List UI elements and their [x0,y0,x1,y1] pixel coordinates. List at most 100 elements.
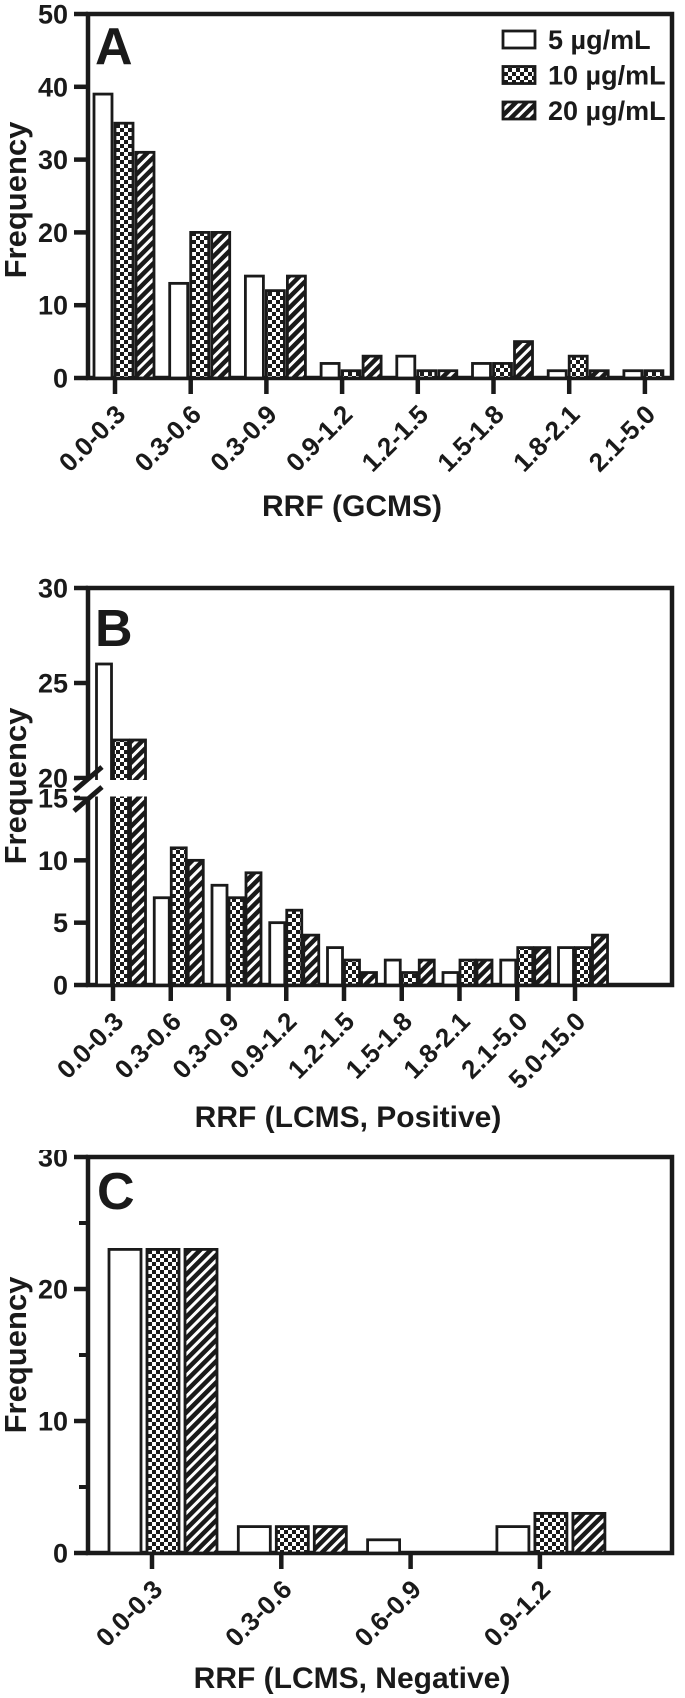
bar [169,846,188,987]
bar [227,896,246,987]
x-tick-label: 0.0-0.3 [53,399,131,477]
bar [112,738,130,987]
bar [129,738,147,987]
bar [437,369,459,380]
legend-swatch-open [501,29,537,50]
bar [145,1248,181,1555]
x-tick-label: 1.8-2.1 [507,399,585,477]
bar [244,871,263,987]
bar [268,921,287,987]
bar [107,1248,143,1555]
bar [183,1248,219,1555]
y-tick-label: 30 [38,1150,68,1172]
bar [168,281,190,380]
bar [326,946,344,987]
bar [95,662,113,987]
bar [574,946,592,987]
bar [319,362,341,380]
axis-break-band [80,780,670,797]
panel-a: 0 10 20 30 40 50 Frequency 0.0-0.3 0.3-0.6 0.3-0.… [0,0,685,530]
y-tick-label: 5 [53,908,68,938]
legend-swatch-checker [501,65,537,85]
bar [546,369,568,380]
y-tick-label: 10 [38,846,68,876]
bar [312,1525,348,1555]
bar [643,369,665,380]
bar [152,896,171,987]
x-axis-title: RRF (LCMS, Negative) [194,1662,511,1695]
bar [571,1511,607,1555]
bar [416,369,438,380]
bar [516,946,535,987]
legend: 5 µg/mL 10 µg/mL 20 µg/mL [501,25,666,126]
panel-letter: C [97,1163,135,1221]
bar [533,946,552,987]
bar [210,230,232,380]
bar [557,946,575,987]
x-tick-label: 0.3-0.6 [219,1574,297,1652]
bar [274,1525,310,1555]
bar [441,971,460,987]
legend-swatch-hatch [501,100,537,121]
bar [134,150,156,380]
y-tick-label: 0 [53,363,68,393]
x-tick-label: 1.5-1.8 [431,399,509,477]
bar [567,354,589,380]
y-axis-title: Frequency [0,1276,33,1434]
bar [495,1525,531,1555]
bar [591,933,609,987]
bar [622,369,644,380]
y-tick-label: 10 [38,291,68,321]
x-tick-label: 2.1-5.0 [583,399,661,477]
panel-letter: B [95,600,133,658]
bar [417,958,436,987]
bar [383,958,402,987]
bar [113,121,135,380]
x-axis-title: RRF (LCMS, Positive) [195,1101,502,1134]
y-tick-label: 0 [53,970,68,1000]
legend-label: 20 µg/mL [548,96,666,126]
bar [533,1511,569,1555]
y-tick-label: 30 [38,145,68,175]
bar [236,1525,272,1555]
bar [366,1538,402,1555]
axis-break-mark [72,785,104,813]
y-tick-label: 20 [38,218,68,248]
bar [471,362,492,380]
legend-label: 5 µg/mL [548,25,651,55]
bar [499,958,518,987]
y-tick-label: 15 [38,783,68,813]
chart-panel-b: 051015202530Frequency0.0-0.30.3-0.60.3-0… [0,573,675,1134]
bar [189,230,211,380]
bar [186,858,205,987]
y-tick-label: 20 [38,1274,68,1304]
bar [285,274,307,380]
chart-panel-c: 0 10 20 30 Frequency 0.0-0.3 0.3-0.6 0.6-0.9 0.9… [0,1142,675,1695]
bar [475,958,494,987]
bar [458,958,477,987]
y-axis-title: Frequency [0,121,33,279]
x-tick-label: 0.9-1.2 [478,1574,556,1652]
x-axis-title: RRF (GCMS) [262,490,442,523]
y-tick-label: 25 [38,668,68,698]
bar [302,933,321,987]
bar [360,971,378,987]
bar [92,92,114,380]
legend-label: 10 µg/mL [548,60,666,90]
y-tick-label: 0 [53,1538,68,1568]
bar [492,362,513,380]
bar [285,908,304,987]
bar [395,354,417,380]
x-tick-label: 0.9-1.2 [280,399,358,477]
x-tick-label: 0.3-0.6 [128,399,206,477]
bar [343,958,361,987]
bar [400,971,419,987]
bar [243,274,265,380]
axis-break-mark [72,765,104,793]
x-tick-label: 0.6-0.9 [348,1574,426,1652]
panel-b: 0 5 10 15 20 25 30 Frequency 0.0-0.3 0.3-0.6 0.3-0… [0,530,685,1150]
y-tick-label: 20 [38,763,68,793]
y-tick-label: 10 [38,1406,68,1436]
panel-letter: A [95,18,133,76]
